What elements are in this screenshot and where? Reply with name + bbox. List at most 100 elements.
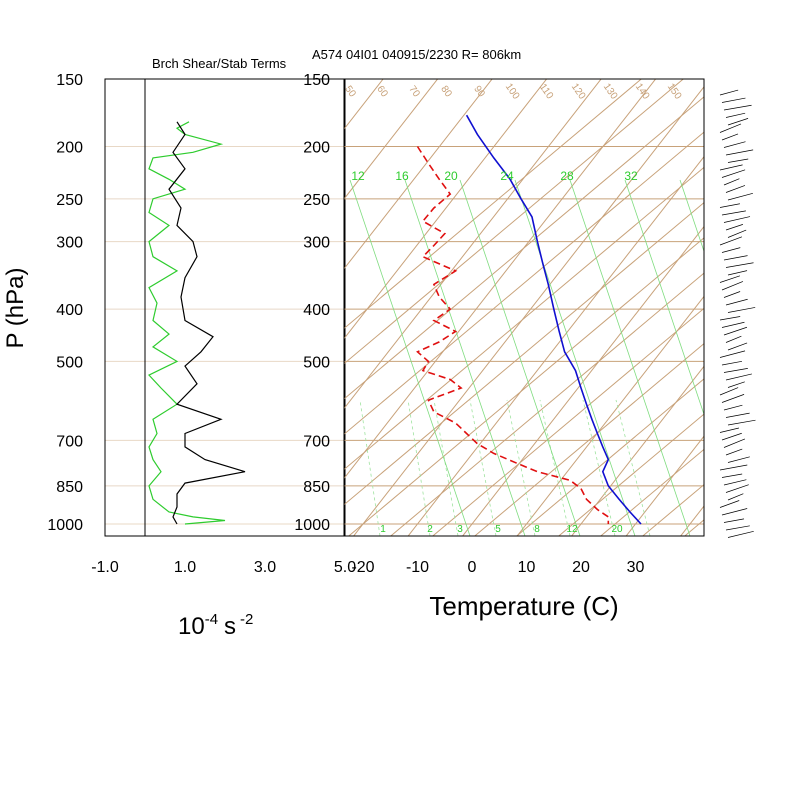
wind-barb bbox=[719, 316, 741, 321]
wind-barb bbox=[727, 158, 749, 163]
mixing-ratio-label-top: 24 bbox=[500, 169, 514, 183]
left-pressure-tick: 400 bbox=[56, 302, 83, 319]
wind-barb bbox=[725, 335, 742, 343]
skewt-pressure-tick: 1000 bbox=[294, 517, 330, 534]
skewt-pressure-tick: 850 bbox=[303, 479, 330, 496]
wind-barb bbox=[719, 350, 746, 358]
dry-adiabat-line bbox=[599, 448, 704, 536]
left-x-axis-label: 10-4 s -2 bbox=[178, 611, 253, 640]
mixing-ratio-label-top: 16 bbox=[395, 169, 409, 183]
xlabel-unit: s bbox=[224, 613, 236, 640]
theta-label: 100 bbox=[503, 82, 522, 102]
left-pressure-tick: 850 bbox=[56, 479, 83, 496]
skewt-pressure-tick: 150 bbox=[303, 72, 330, 89]
wind-barb bbox=[723, 479, 747, 486]
mixing-ratio-line bbox=[582, 399, 616, 536]
wind-barb bbox=[721, 97, 746, 103]
left-x-tick: 3.0 bbox=[254, 559, 276, 576]
wind-barb bbox=[727, 456, 750, 463]
mixing-ratio-line bbox=[539, 399, 571, 536]
wind-barb bbox=[719, 123, 742, 133]
dry-adiabat-line bbox=[764, 70, 800, 540]
theta-label: 130 bbox=[601, 82, 620, 102]
wind-barb bbox=[727, 270, 748, 276]
skewt-pressure-tick: 200 bbox=[303, 139, 330, 156]
wind-barb bbox=[727, 192, 753, 201]
theta-label: 150 bbox=[665, 82, 684, 102]
wind-barb bbox=[719, 500, 740, 508]
wind-barb bbox=[719, 164, 743, 171]
isotherm-line bbox=[344, 79, 657, 480]
left-x-tick: -1.0 bbox=[91, 559, 119, 576]
mixing-ratio-label-top: 12 bbox=[351, 169, 365, 183]
dry-adiabat-line bbox=[344, 166, 704, 471]
xlabel-exp2: -2 bbox=[240, 611, 253, 628]
theta-label: 110 bbox=[537, 82, 555, 102]
isotherm-line bbox=[0, 63, 341, 538]
wind-barb bbox=[719, 236, 743, 246]
mixing-ratio-label-bottom: 3 bbox=[457, 524, 463, 535]
isotherm-line bbox=[516, 295, 704, 536]
dry-adiabat-line bbox=[473, 342, 704, 536]
wind-barb bbox=[721, 508, 748, 516]
mixing-ratio-label-top: 28 bbox=[560, 169, 574, 183]
wind-barb bbox=[721, 360, 743, 366]
wind-barb bbox=[719, 203, 740, 208]
mixing-ratio-line bbox=[469, 399, 497, 536]
isotherm-line bbox=[0, 63, 232, 538]
dry-adiabat-line bbox=[722, 70, 800, 540]
wind-barb bbox=[725, 112, 746, 118]
skewt-pressure-tick: 700 bbox=[303, 433, 330, 450]
dry-adiabat-line bbox=[557, 413, 704, 536]
temperature-tick: -10 bbox=[406, 559, 429, 576]
wind-barb bbox=[725, 525, 750, 531]
wind-barb bbox=[727, 342, 748, 351]
theta-label: 140 bbox=[633, 82, 652, 102]
mixing-ratio-line bbox=[407, 399, 431, 536]
mixing-ratio-line bbox=[615, 399, 651, 536]
isotherm-line bbox=[625, 435, 704, 536]
wind-barb bbox=[725, 484, 749, 493]
dry-adiabat-line bbox=[344, 79, 685, 365]
wind-barb bbox=[723, 518, 745, 523]
skewt-panel-frame bbox=[343, 78, 705, 537]
isotherm-line bbox=[344, 79, 439, 200]
mixing-ratio-line bbox=[359, 399, 381, 536]
wind-barb bbox=[727, 118, 749, 126]
wind-barb bbox=[727, 419, 756, 426]
temperature-axis-label: Temperature (C) bbox=[429, 591, 618, 621]
theta-label: 90 bbox=[471, 84, 487, 100]
isotherm-line bbox=[353, 86, 704, 536]
wind-barb bbox=[727, 530, 754, 538]
skewt-pressure-tick-labels: 150 200 250 300 400 500 700 850 1000 bbox=[294, 72, 330, 534]
mixing-ratio-label-bottom: 1 bbox=[380, 524, 386, 535]
mixing-ratio-label-bottom: 8 bbox=[534, 524, 540, 535]
moist-adiabat-line bbox=[349, 179, 471, 536]
wind-barb bbox=[721, 133, 739, 141]
left-pressure-tick: 250 bbox=[56, 192, 83, 209]
wind-barb bbox=[719, 89, 739, 96]
temperature-tick: -20 bbox=[351, 559, 374, 576]
isotherm-line bbox=[344, 79, 548, 340]
wind-barb bbox=[727, 493, 744, 501]
moist-adiabat-line bbox=[735, 180, 800, 536]
isotherm-line bbox=[344, 79, 493, 270]
wind-barb bbox=[723, 178, 740, 186]
wind-barb bbox=[719, 427, 740, 433]
left-panel-title: Brch Shear/Stab Terms bbox=[152, 56, 287, 71]
moist-adiabat-line bbox=[514, 179, 636, 536]
left-pressure-tick: 150 bbox=[56, 72, 83, 89]
skewt-pressure-tick: 400 bbox=[303, 302, 330, 319]
wind-barb bbox=[725, 262, 754, 268]
wind-barb bbox=[725, 185, 746, 193]
left-pressure-tick: 200 bbox=[56, 139, 83, 156]
left-x-tick: 1.0 bbox=[174, 559, 196, 576]
skewt-pressure-tick: 250 bbox=[303, 192, 330, 209]
wind-barb bbox=[721, 432, 742, 441]
xlabel-exp1: -4 bbox=[205, 611, 218, 628]
theta-label: 80 bbox=[438, 84, 454, 100]
skewt-background-lines bbox=[0, 63, 800, 540]
theta-label: 120 bbox=[569, 82, 588, 102]
wind-barb bbox=[719, 464, 748, 471]
theta-label: 70 bbox=[406, 84, 422, 100]
